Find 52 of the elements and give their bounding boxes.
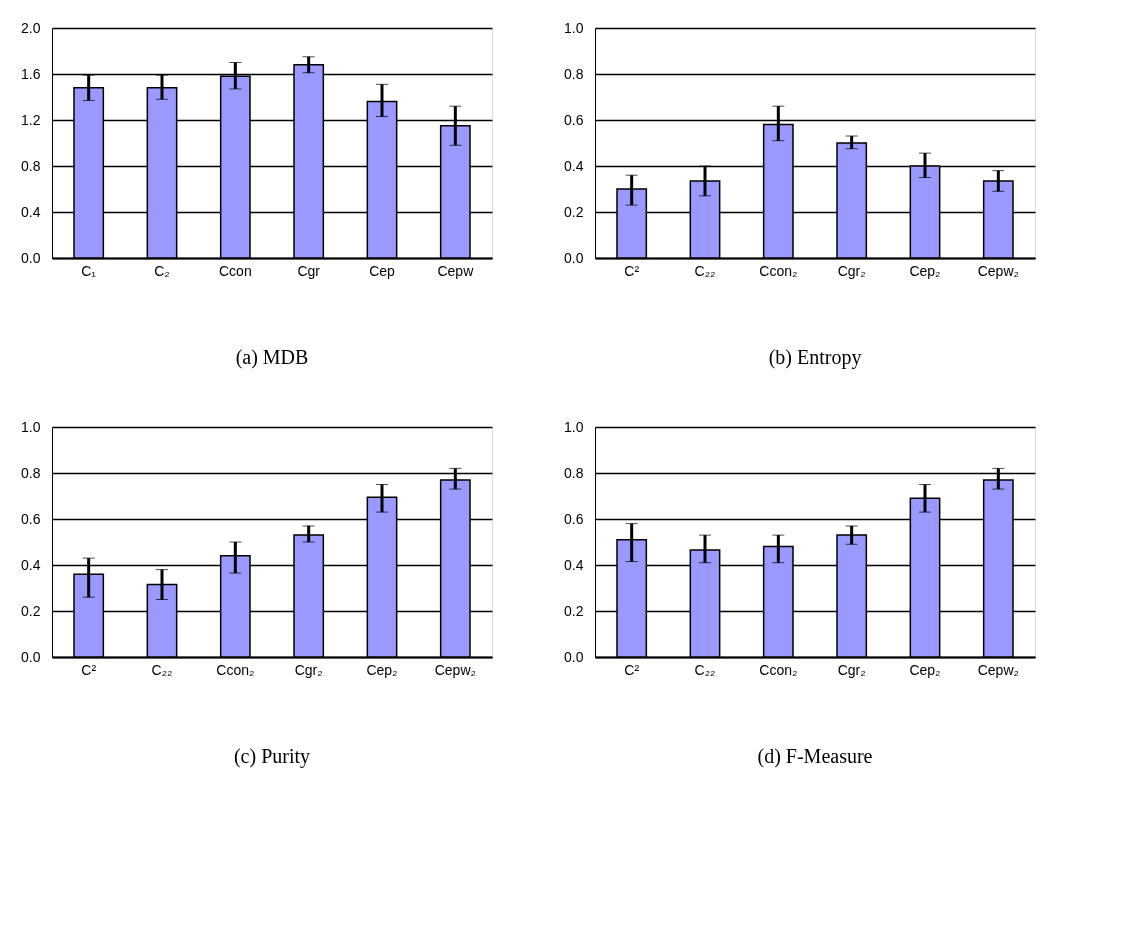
y-tick-label: 0.4 (21, 556, 41, 573)
y-tick-label: 0.8 (564, 464, 584, 481)
x-tick-label: C₁ (81, 262, 97, 279)
x-tick-label: Cep₂ (366, 661, 398, 678)
y-tick-label: 0.4 (564, 556, 584, 573)
x-tick-label: Cepw₂ (977, 262, 1019, 279)
text: (d) F-Measure (757, 745, 873, 768)
y-tick-label: 0.4 (564, 157, 584, 174)
text: (b) Entropy (768, 346, 862, 369)
y-tick-label: 1.0 (564, 418, 584, 435)
x-tick-label: C² (624, 661, 640, 678)
y-tick-label: 1.2 (21, 111, 41, 128)
text: (c) Purity (233, 745, 311, 768)
y-tick-label: 1.0 (564, 19, 584, 36)
x-tick-label: C² (81, 661, 97, 678)
y-tick-label: 0.2 (564, 203, 584, 220)
x-tick-label: Ccon₂ (216, 661, 255, 678)
x-tick-label: Cgr (297, 262, 321, 279)
x-tick-label: Ccon (218, 262, 252, 279)
y-tick-label: 0.6 (21, 510, 41, 527)
x-tick-label: Cgr₂ (837, 262, 866, 279)
x-tick-label: Cep₂ (909, 262, 941, 279)
x-tick-label: Cgr₂ (294, 661, 323, 678)
y-tick-label: 2.0 (21, 19, 41, 36)
y-tick-label: 0.8 (21, 157, 41, 174)
y-tick-label: 0.8 (21, 464, 41, 481)
y-tick-label: 0.0 (21, 249, 41, 266)
y-tick-label: 1.6 (21, 65, 41, 82)
y-tick-label: 0.8 (564, 65, 584, 82)
y-tick-label: 0.0 (21, 648, 41, 665)
x-tick-label: Cepw₂ (977, 661, 1019, 678)
x-tick-label: C₂ (154, 262, 170, 279)
text: (a) MDB (235, 346, 309, 369)
y-tick-label: 0.0 (564, 648, 584, 665)
x-tick-label: C₂₂ (694, 661, 716, 678)
x-tick-label: Cgr₂ (837, 661, 866, 678)
x-tick-label: Cepw (437, 262, 475, 279)
x-tick-label: Cep₂ (909, 661, 941, 678)
x-tick-label: Ccon₂ (759, 661, 798, 678)
x-tick-label: Ccon₂ (759, 262, 798, 279)
y-tick-label: 0.2 (564, 602, 584, 619)
x-tick-label: C₂₂ (694, 262, 716, 279)
y-tick-label: 0.6 (564, 510, 584, 527)
x-tick-label: C² (624, 262, 640, 279)
y-tick-label: 1.0 (21, 418, 41, 435)
y-tick-label: 0.2 (21, 602, 41, 619)
y-tick-label: 0.0 (564, 249, 584, 266)
x-tick-label: Cep (369, 262, 396, 279)
y-tick-label: 0.4 (21, 203, 41, 220)
y-tick-label: 0.6 (564, 111, 584, 128)
x-tick-label: Cepw₂ (434, 661, 476, 678)
x-tick-label: C₂₂ (151, 661, 173, 678)
